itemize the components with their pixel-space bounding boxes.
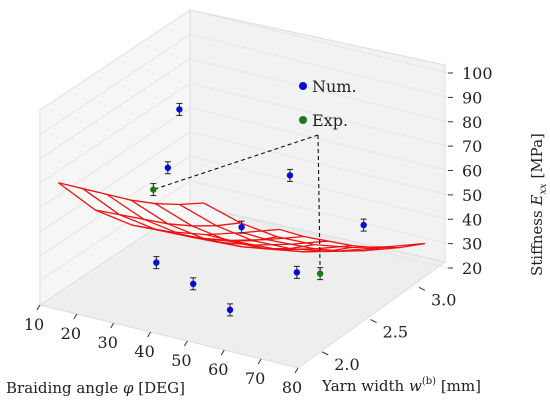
z-tick-label: 70 <box>462 137 482 156</box>
num-data-point <box>189 280 197 288</box>
point-layer <box>150 102 367 317</box>
x-axis-title: Braiding angle φ [DEG] <box>6 379 185 397</box>
num-data-point <box>238 223 245 231</box>
x-tick-label: 50 <box>171 351 191 370</box>
z-tick-label: 40 <box>462 210 482 229</box>
z-tick-label: 80 <box>462 113 482 132</box>
z-tick-label: 90 <box>462 88 482 107</box>
surface-cell <box>95 210 157 230</box>
surface-mesh-line <box>279 228 425 249</box>
exp-data-point <box>150 186 157 193</box>
x-tick-mark <box>36 304 41 311</box>
legend: Num. Exp. <box>299 77 357 130</box>
y-tick-label: 2.0 <box>334 355 359 374</box>
z-tick-label: 50 <box>462 186 482 205</box>
y-tick-mark <box>418 286 426 291</box>
y-axis-title: Yarn width w(b) [mm] <box>321 376 481 395</box>
x-tick-label: 80 <box>282 378 302 397</box>
x-tick-mark <box>257 358 262 365</box>
x-tick-label: 20 <box>61 324 81 343</box>
z-tick-label: 100 <box>462 64 493 83</box>
z-gridline <box>39 107 449 208</box>
x-tick-mark <box>147 331 152 338</box>
num-data-point <box>360 221 367 229</box>
exp-data-point <box>316 270 324 277</box>
surface-mesh-line <box>95 209 241 227</box>
num-data-point <box>164 164 172 171</box>
z-axis-title: Stiffness Exx [MPa] <box>528 133 549 276</box>
z-gridline <box>39 82 449 184</box>
x-tick-mark <box>73 313 78 320</box>
z-gridline <box>39 33 449 135</box>
surface-cell <box>131 200 193 226</box>
legend-connector-line <box>153 134 319 191</box>
num-data-point <box>226 306 234 314</box>
legend-connector-line <box>317 134 321 274</box>
axis-layer: 20 30 40 50 60 70 80 90 100 10 20 30 40 50 60 70 80 2.0 2.… <box>24 64 493 397</box>
y-tick-mark <box>370 319 377 324</box>
z-tick-label: 60 <box>462 162 482 181</box>
surface-cell <box>58 182 120 215</box>
legend-marker-num <box>299 82 307 90</box>
x-tick-mark <box>294 367 299 374</box>
grid-layer <box>39 9 449 306</box>
surface-cell <box>155 203 217 226</box>
surface-mesh-line <box>168 231 315 250</box>
x-tick-label: 40 <box>134 342 154 361</box>
surface-cell <box>106 194 168 224</box>
surface-mesh-line <box>205 233 352 253</box>
x-tick-label: 10 <box>24 315 44 334</box>
x-tick-mark <box>110 322 115 329</box>
y-tick-label: 3.0 <box>431 290 456 309</box>
y-tick-label: 2.5 <box>383 323 408 342</box>
legend-marker-exp <box>299 116 307 124</box>
surface-cell <box>82 188 144 220</box>
num-data-point <box>176 106 183 113</box>
surface-cell <box>119 214 181 235</box>
x-tick-mark <box>183 340 188 347</box>
surface-mesh-line <box>132 224 278 242</box>
surface-layer <box>58 182 425 253</box>
surface-mesh-line <box>242 232 388 252</box>
surface-cell <box>143 219 205 239</box>
z-tick-label: 20 <box>462 259 482 278</box>
num-data-point <box>153 259 160 266</box>
surface-cell <box>179 202 241 226</box>
surface-mesh-line <box>58 182 204 206</box>
connector-layer <box>153 134 321 274</box>
legend-label-exp: Exp. <box>312 111 348 130</box>
z-gridline <box>39 58 449 160</box>
num-data-point <box>286 172 294 179</box>
x-tick-label: 70 <box>245 369 265 388</box>
z-gridline <box>39 9 449 111</box>
x-tick-mark <box>220 349 225 356</box>
x-tick-label: 30 <box>98 333 118 352</box>
x-tick-label: 60 <box>208 360 228 379</box>
num-data-point <box>293 269 301 276</box>
legend-label-num: Num. <box>312 77 357 96</box>
z-gridline <box>39 155 449 257</box>
y-tick-mark <box>321 351 329 356</box>
z-tick-label: 30 <box>462 235 482 254</box>
